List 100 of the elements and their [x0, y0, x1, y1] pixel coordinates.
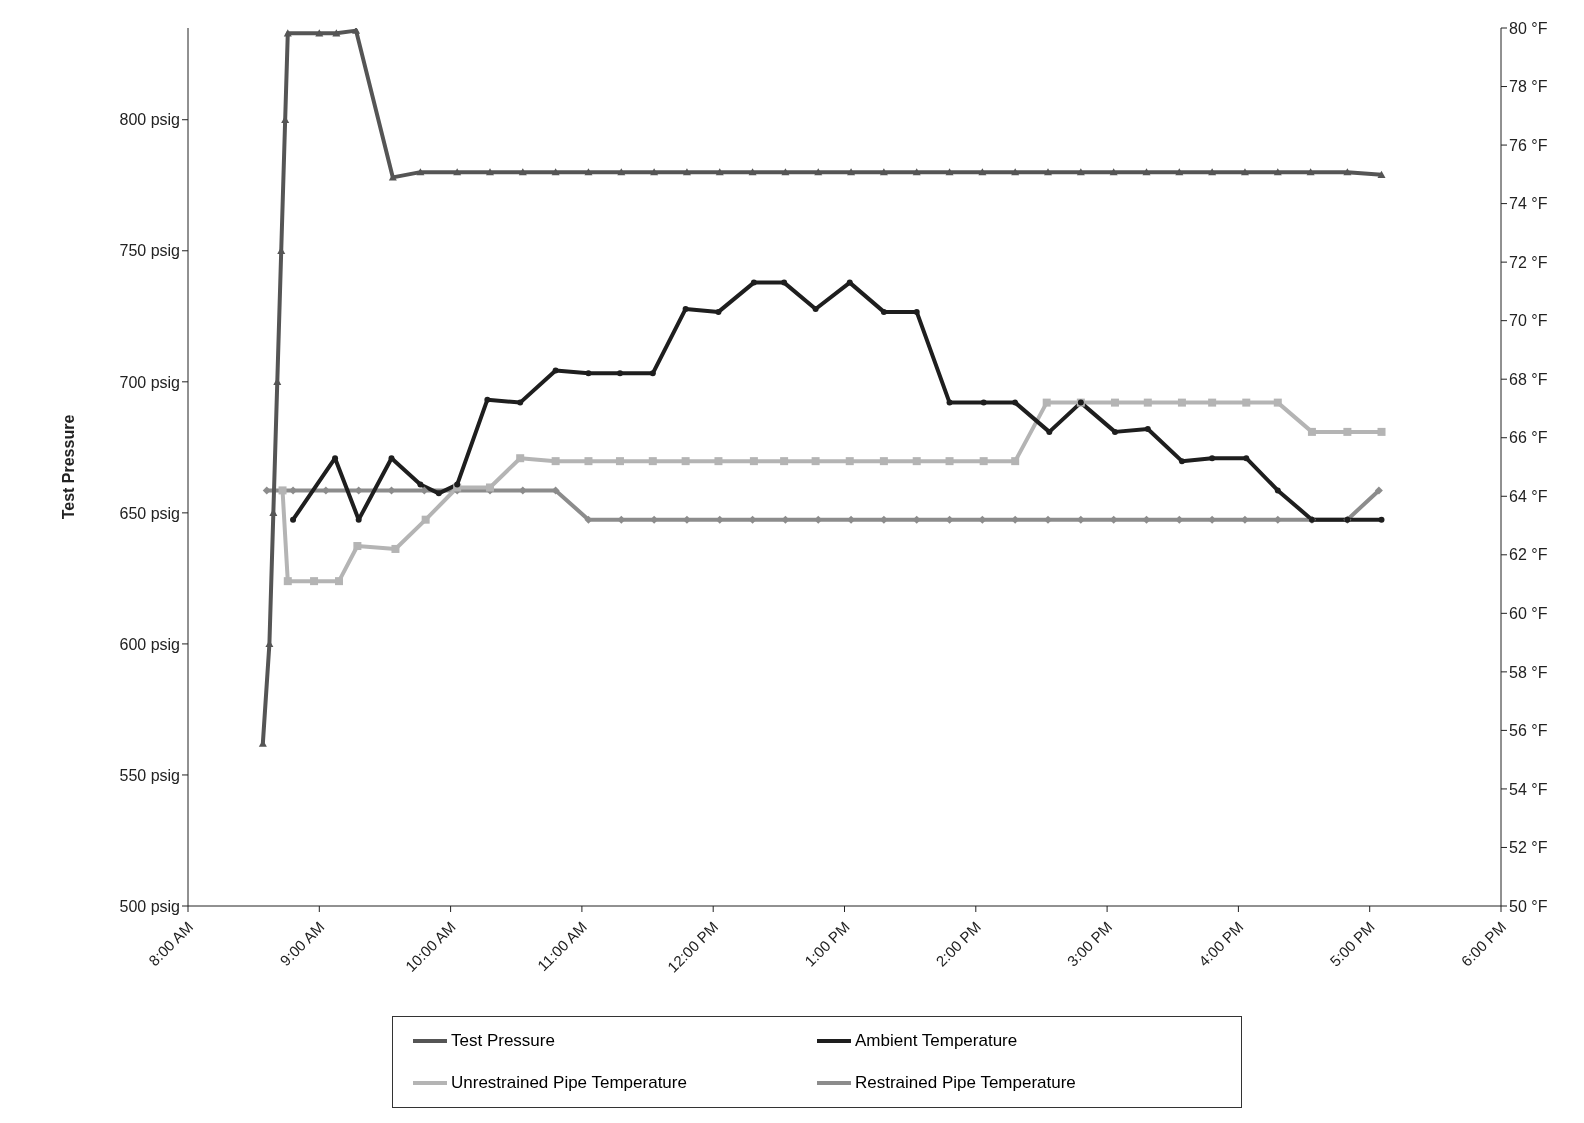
point — [1110, 398, 1119, 407]
y-tick-label: 800 psig — [119, 111, 180, 129]
point — [1343, 427, 1352, 436]
point — [1208, 398, 1217, 407]
y2-tick-label: 58 °F — [1509, 663, 1548, 681]
x-tick-label: 6:00 PM — [1457, 918, 1510, 970]
point — [283, 577, 292, 586]
point — [715, 168, 724, 176]
point — [1377, 427, 1386, 436]
y2-tick-label: 68 °F — [1509, 370, 1548, 388]
point — [454, 481, 461, 488]
point — [1044, 168, 1053, 176]
y2-tick-label: 70 °F — [1509, 312, 1548, 330]
y2-tick-label: 60 °F — [1509, 605, 1548, 623]
point — [1378, 516, 1385, 523]
point — [879, 457, 888, 466]
y2-tick-label: 64 °F — [1509, 487, 1548, 505]
point — [278, 486, 287, 495]
point — [585, 370, 592, 377]
y2-tick-label: 78 °F — [1509, 78, 1548, 96]
point — [748, 168, 757, 176]
point — [780, 457, 789, 466]
point — [616, 370, 623, 377]
point — [332, 29, 341, 37]
y2-tick-label: 66 °F — [1509, 429, 1548, 447]
point — [811, 457, 820, 466]
point — [1307, 427, 1316, 436]
point — [681, 457, 690, 466]
point — [682, 305, 689, 312]
y2-tick-label: 62 °F — [1509, 546, 1548, 564]
point — [551, 457, 560, 466]
y2-tick-label: 80 °F — [1509, 19, 1548, 37]
point — [880, 308, 887, 315]
point — [1274, 487, 1281, 494]
point — [552, 367, 559, 374]
point — [846, 279, 853, 286]
point — [310, 577, 319, 586]
point — [1306, 168, 1315, 176]
point — [584, 168, 593, 176]
point — [1144, 425, 1151, 432]
point — [1042, 398, 1051, 407]
point — [551, 168, 560, 176]
point — [518, 168, 527, 176]
point — [1109, 168, 1118, 176]
point — [648, 457, 657, 466]
y-tick-label: 600 psig — [119, 635, 180, 653]
y-tick-label: 650 psig — [119, 504, 180, 522]
point — [714, 457, 723, 466]
point — [1242, 398, 1251, 407]
point — [435, 490, 442, 497]
point — [812, 305, 819, 312]
point — [1143, 398, 1152, 407]
point — [1177, 398, 1186, 407]
legend-label: Test Pressure — [451, 1031, 555, 1051]
point — [649, 370, 656, 377]
point — [1178, 458, 1185, 465]
point — [1011, 457, 1020, 466]
y2-tick-label: 50 °F — [1509, 897, 1548, 915]
point — [1243, 455, 1250, 462]
y2-tick-label: 72 °F — [1509, 253, 1548, 271]
point — [516, 454, 525, 463]
point — [417, 481, 424, 488]
point — [484, 396, 491, 403]
y2-tick-label: 76 °F — [1509, 136, 1548, 154]
point — [1343, 168, 1352, 176]
point — [879, 168, 888, 176]
point — [391, 544, 400, 553]
y-tick-label: 500 psig — [119, 897, 180, 915]
point — [1175, 168, 1184, 176]
point — [1377, 170, 1386, 178]
y-tick-label: 550 psig — [119, 766, 180, 784]
point — [1208, 168, 1217, 176]
point — [1209, 455, 1216, 462]
point — [978, 168, 987, 176]
point — [650, 168, 659, 176]
point — [453, 168, 462, 176]
point — [814, 168, 823, 176]
point — [945, 457, 954, 466]
y2-tick-label: 54 °F — [1509, 780, 1548, 798]
point — [980, 399, 987, 406]
legend-label: Restrained Pipe Temperature — [855, 1073, 1076, 1093]
point — [913, 308, 920, 315]
point — [912, 457, 921, 466]
point — [1046, 428, 1053, 435]
point — [781, 168, 790, 176]
point — [946, 399, 953, 406]
y2-tick-label: 52 °F — [1509, 839, 1548, 857]
point — [750, 279, 757, 286]
point — [845, 457, 854, 466]
point — [615, 457, 624, 466]
point — [290, 516, 297, 523]
point — [1374, 486, 1383, 495]
y2-tick-label: 56 °F — [1509, 722, 1548, 740]
point — [1273, 168, 1282, 176]
point — [781, 279, 788, 286]
point — [1076, 168, 1085, 176]
point — [353, 542, 362, 551]
point — [335, 577, 343, 586]
legend-label: Unrestrained Pipe Temperature — [451, 1073, 687, 1093]
x-tick-label: 5:00 PM — [1326, 918, 1378, 970]
